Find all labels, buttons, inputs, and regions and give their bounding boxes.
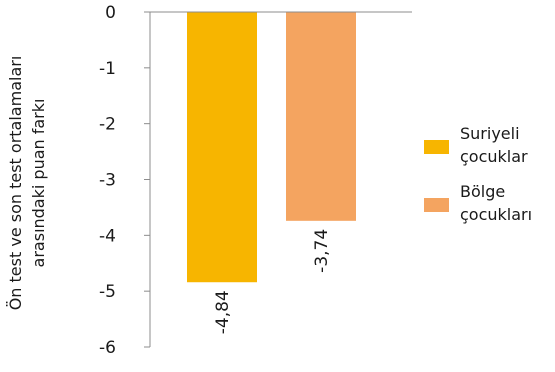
y-tick-label: -2	[99, 115, 116, 135]
legend-label-bolge-line2: çocukları	[460, 205, 533, 224]
y-tick-label: 0	[105, 3, 116, 23]
y-tick-label: -6	[99, 338, 116, 358]
legend-label-suriyeli-line1: Suriyeli	[460, 124, 520, 143]
legend: Suriyeli çocuklar Bölge çocukları	[424, 122, 554, 238]
y-axis-title-line-2: arasındaki puan farkı	[29, 99, 48, 268]
y-axis-title: Ön test ve son test ortalamaları arasınd…	[6, 56, 48, 311]
bars	[187, 12, 356, 283]
data-label: -4,84	[213, 290, 233, 334]
legend-label-suriyeli-line2: çocuklar	[460, 147, 528, 166]
legend-item-bolge: Bölge çocukları	[424, 180, 554, 224]
bar-suriyeli	[187, 12, 257, 283]
y-axis-ticks: 0 -1 -2 -3 -4 -5 -6	[99, 3, 150, 358]
y-tick-label: -4	[99, 226, 116, 246]
y-tick-label: -5	[99, 282, 116, 302]
legend-label-suriyeli: Suriyeli çocuklar	[460, 122, 555, 168]
legend-label-bolge-line1: Bölge	[460, 182, 506, 201]
data-label: -3,74	[312, 229, 332, 273]
legend-item-suriyeli: Suriyeli çocuklar	[424, 122, 554, 166]
axes	[149, 11, 412, 347]
y-tick-label: -3	[99, 171, 116, 191]
y-axis-title-line-1: Ön test ve son test ortalamaları	[6, 56, 25, 311]
y-tick-label: -1	[99, 59, 116, 79]
data-labels: -4,84 -3,74	[213, 229, 332, 334]
legend-swatch-bolge	[424, 198, 449, 212]
legend-swatch-suriyeli	[424, 140, 449, 154]
legend-label-bolge: Bölge çocukları	[460, 180, 555, 226]
bar-bolge	[286, 12, 356, 221]
